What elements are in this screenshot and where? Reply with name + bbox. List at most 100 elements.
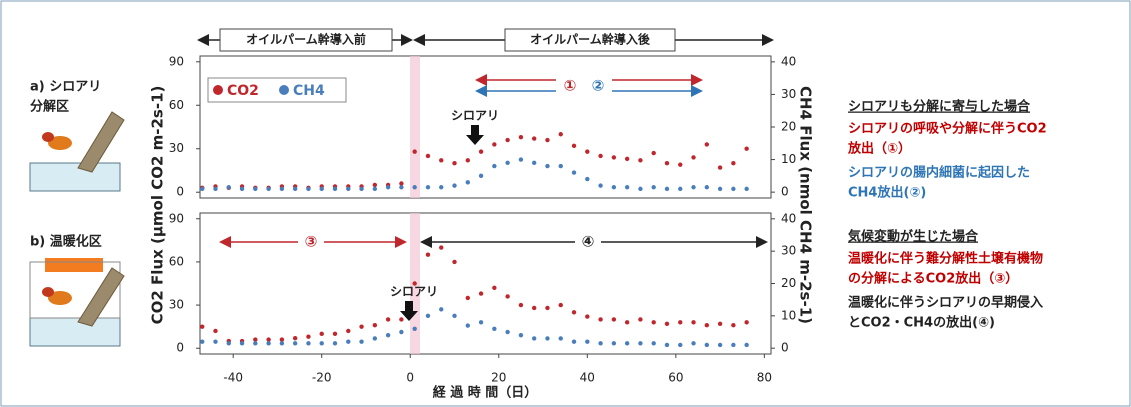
- data-point: [200, 340, 204, 344]
- data-point: [505, 294, 509, 298]
- y2-tick-label: 30: [781, 244, 796, 258]
- data-point: [638, 187, 642, 191]
- data-point: [320, 341, 324, 345]
- data-point: [333, 341, 337, 345]
- data-point: [718, 187, 722, 191]
- note-line: の分解によるCO2放出（③）: [848, 271, 1018, 287]
- data-point: [266, 341, 270, 345]
- data-point: [426, 185, 430, 189]
- data-point: [505, 138, 509, 142]
- note-line: とCO2・CH4の放出(④): [848, 315, 995, 331]
- data-point: [559, 132, 563, 136]
- data-point: [731, 343, 735, 347]
- data-point: [505, 161, 509, 165]
- data-point: [346, 340, 350, 344]
- data-point: [280, 187, 284, 191]
- data-point: [519, 135, 523, 139]
- y-tick-label: 60: [169, 254, 184, 268]
- data-point: [532, 306, 536, 310]
- data-point: [705, 343, 709, 347]
- data-point: [280, 341, 284, 345]
- annotation: ①: [564, 77, 577, 95]
- data-point: [638, 341, 642, 345]
- data-point: [333, 332, 337, 336]
- data-point: [333, 187, 337, 191]
- data-point: [718, 343, 722, 347]
- data-point: [665, 161, 669, 165]
- data-point: [373, 187, 377, 191]
- x-tick-label: -40: [223, 371, 243, 385]
- data-point: [240, 341, 244, 345]
- data-point: [399, 330, 403, 334]
- data-point: [399, 185, 403, 189]
- x-tick-label: 20: [491, 371, 506, 385]
- data-point: [598, 154, 602, 158]
- data-point: [359, 324, 363, 328]
- y2-tick-label: 10: [781, 152, 796, 166]
- data-point: [652, 185, 656, 189]
- data-point: [240, 187, 244, 191]
- data-point: [612, 155, 616, 159]
- y2-tick-label: 0: [781, 341, 789, 355]
- data-point: [412, 185, 416, 189]
- data-point: [744, 187, 748, 191]
- y2-tick-label: 20: [781, 276, 796, 290]
- data-point: [306, 187, 310, 191]
- data-point: [678, 162, 682, 166]
- data-point: [572, 340, 576, 344]
- transition-band: [410, 56, 420, 198]
- data-point: [625, 185, 629, 189]
- data-point: [625, 157, 629, 161]
- annotation: ④: [582, 233, 595, 251]
- data-point: [665, 343, 669, 347]
- data-point: [439, 158, 443, 162]
- data-point: [492, 286, 496, 290]
- figure: オイルパーム幹導入前 オイルパーム幹導入後 a) シロアリ 分解区 b) 温暖化…: [0, 0, 1131, 407]
- note-line: 温暖化に伴う難分解性土壌有機物: [848, 251, 1043, 267]
- legend-label: CH4: [293, 83, 325, 99]
- data-point: [519, 303, 523, 307]
- y-tick-label: 0: [176, 341, 184, 355]
- data-point: [559, 303, 563, 307]
- data-point: [479, 149, 483, 153]
- note-line: シロアリの呼吸や分解に伴うCO2: [848, 121, 1047, 137]
- y2-tick-label: 40: [781, 211, 796, 225]
- panel-label: a) シロアリ: [30, 80, 101, 95]
- data-point: [705, 185, 709, 189]
- y-tick-label: 60: [169, 98, 184, 112]
- note-line: 放出（①）: [847, 141, 911, 157]
- x-tick-label: 60: [668, 371, 683, 385]
- legend-label: CO2: [227, 83, 259, 99]
- data-point: [452, 260, 456, 264]
- data-point: [213, 329, 217, 333]
- data-point: [306, 341, 310, 345]
- data-point: [253, 341, 257, 345]
- data-point: [585, 149, 589, 153]
- data-point: [545, 336, 549, 340]
- data-point: [519, 333, 523, 337]
- data-point: [598, 183, 602, 187]
- y2-tick-label: 40: [781, 54, 796, 68]
- data-point: [532, 336, 536, 340]
- note-line: CH4放出(②): [848, 185, 926, 201]
- data-point: [320, 332, 324, 336]
- data-point: [505, 330, 509, 334]
- annotation: ②: [592, 77, 605, 95]
- header-after: オイルパーム幹導入後: [530, 32, 651, 47]
- x-tick-label: -20: [312, 371, 332, 385]
- data-point: [466, 180, 470, 184]
- data-point: [452, 161, 456, 165]
- data-point: [744, 147, 748, 151]
- data-point: [359, 340, 363, 344]
- annotation: ③: [305, 233, 318, 251]
- data-point: [545, 306, 549, 310]
- data-point: [598, 317, 602, 321]
- y2-tick-label: 20: [781, 120, 796, 134]
- plot-frame: [200, 213, 771, 354]
- data-point: [519, 157, 523, 161]
- data-point: [691, 341, 695, 345]
- data-point: [652, 341, 656, 345]
- data-point: [479, 320, 483, 324]
- data-point: [479, 174, 483, 178]
- data-point: [227, 185, 231, 189]
